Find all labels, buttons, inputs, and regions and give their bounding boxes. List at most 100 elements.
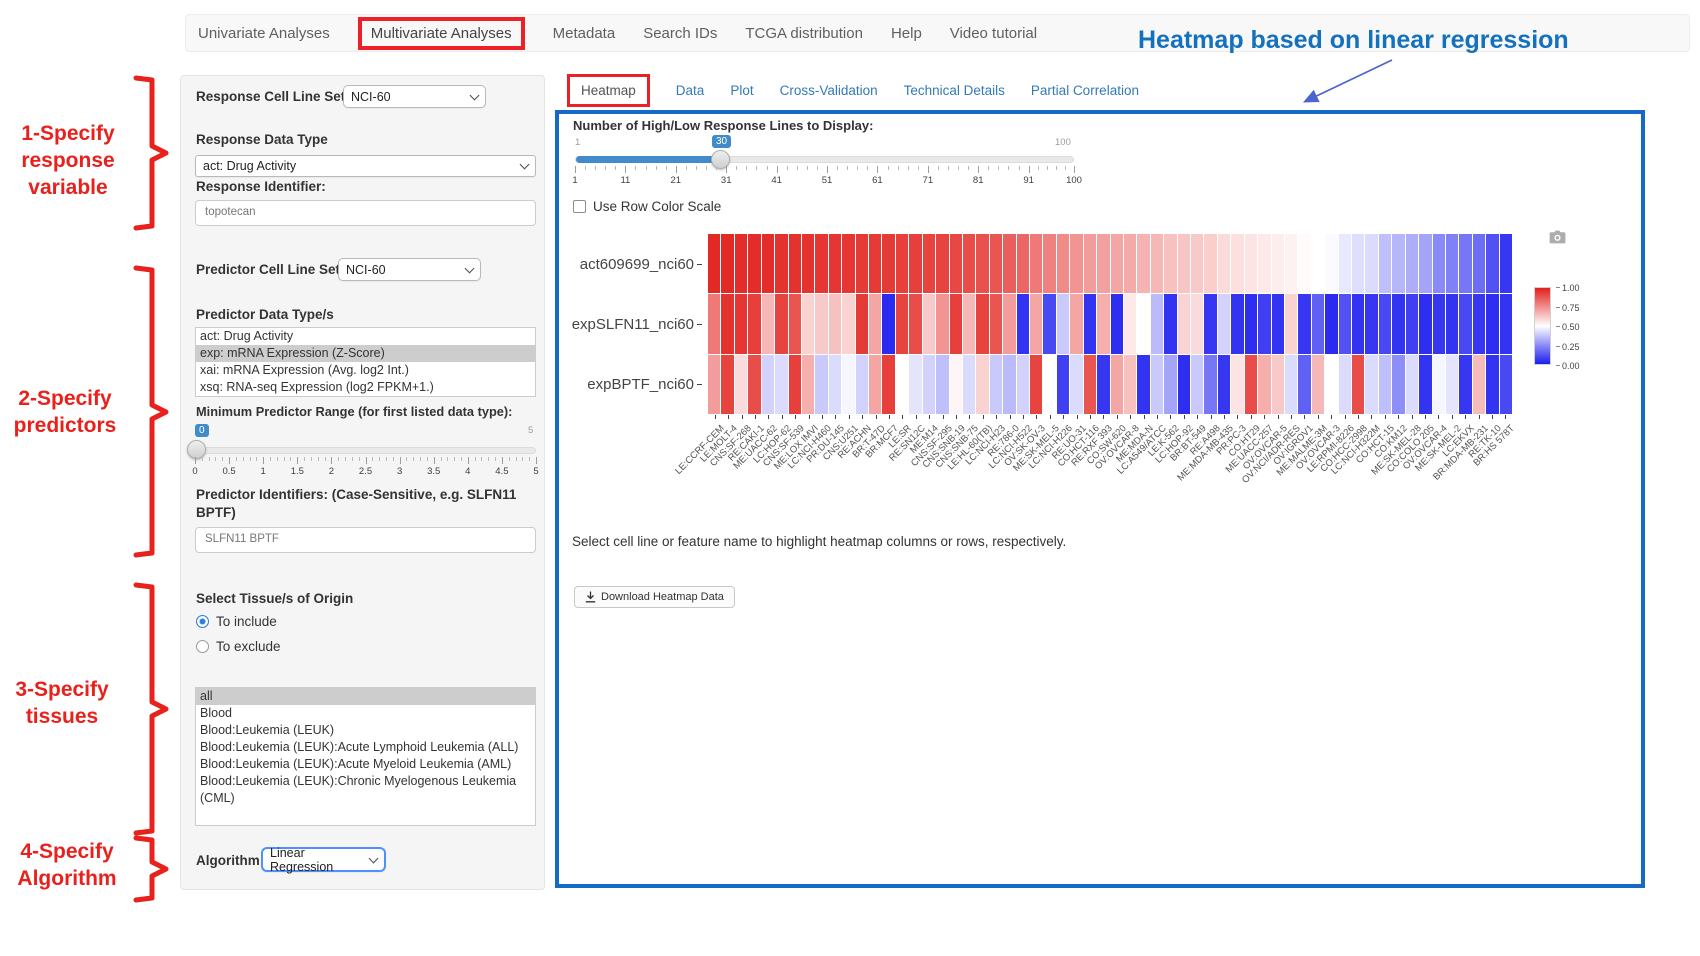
heatmap-cell[interactable]: [1244, 234, 1258, 294]
heatmap-cell[interactable]: [1043, 294, 1056, 354]
nav-item-video-tutorial[interactable]: Video tutorial: [949, 24, 1038, 42]
heatmap-cell[interactable]: [1164, 234, 1177, 294]
heatmap-cell[interactable]: [1486, 354, 1499, 414]
heatmap-cell[interactable]: [828, 354, 842, 414]
heatmap-cell[interactable]: [949, 354, 962, 414]
heatmap-cell[interactable]: [962, 354, 976, 414]
heatmap-cell[interactable]: [1083, 294, 1097, 354]
nav-item-multivariate-analyses[interactable]: Multivariate Analyses: [357, 16, 525, 50]
heatmap-cell[interactable]: [1191, 354, 1204, 414]
heatmap-cell[interactable]: [882, 234, 895, 294]
heatmap-cell[interactable]: [1204, 354, 1217, 414]
heatmap-cell[interactable]: [855, 294, 868, 354]
heatmap-cell[interactable]: [1311, 354, 1325, 414]
heatmap-cell[interactable]: [882, 294, 895, 354]
heatmap-cell[interactable]: [1016, 234, 1029, 294]
heatmap-cell[interactable]: [1311, 294, 1325, 354]
heatmap-cell[interactable]: [801, 294, 815, 354]
heatmap-cell[interactable]: [989, 294, 1003, 354]
heatmap-cell[interactable]: [761, 234, 775, 294]
heatmap-cell[interactable]: [989, 234, 1003, 294]
heatmap-cell[interactable]: [842, 234, 855, 294]
heatmap-cell[interactable]: [1097, 294, 1110, 354]
heatmap-cell[interactable]: [895, 234, 909, 294]
heatmap-cell[interactable]: [1472, 354, 1486, 414]
heatmap-cell[interactable]: [1177, 354, 1190, 414]
heatmap-cell[interactable]: [761, 294, 775, 354]
algorithm-select[interactable]: Linear Regression: [261, 846, 386, 874]
lines-slider-handle[interactable]: [711, 150, 730, 169]
tissue-option[interactable]: all: [196, 688, 535, 705]
heatmap-cell[interactable]: [1419, 294, 1432, 354]
heatmap-cell[interactable]: [1231, 354, 1244, 414]
heatmap-cell[interactable]: [1043, 234, 1056, 294]
heatmap-cell[interactable]: [1150, 294, 1164, 354]
heatmap-cell[interactable]: [1070, 354, 1083, 414]
heatmap-cell[interactable]: [895, 294, 909, 354]
heatmap-cell[interactable]: [1097, 234, 1110, 294]
heatmap-cell[interactable]: [882, 354, 895, 414]
heatmap-cell[interactable]: [1298, 354, 1311, 414]
heatmap-cell[interactable]: [976, 354, 989, 414]
nav-item-search-ids[interactable]: Search IDs: [643, 24, 718, 42]
heatmap-cell[interactable]: [775, 354, 788, 414]
heatmap-cell[interactable]: [734, 234, 748, 294]
heatmap-cell[interactable]: [748, 354, 761, 414]
download-heatmap-data-button[interactable]: Download Heatmap Data: [574, 586, 735, 608]
heatmap-row-label[interactable]: expSLFN11_nci60: [559, 294, 702, 354]
heatmap-cell[interactable]: [1150, 354, 1164, 414]
heatmap-cell[interactable]: [842, 354, 855, 414]
heatmap-cell[interactable]: [1164, 354, 1177, 414]
tissue-exclude-radio[interactable]: To exclude: [196, 639, 281, 654]
heatmap-cell[interactable]: [1432, 354, 1445, 414]
heatmap-cell[interactable]: [1499, 234, 1512, 294]
heatmap-cell[interactable]: [976, 234, 989, 294]
heatmap-cell[interactable]: [1123, 234, 1137, 294]
tab-technical-details[interactable]: Technical Details: [903, 82, 1005, 98]
heatmap-cell[interactable]: [1445, 294, 1459, 354]
tissue-option[interactable]: Blood:Leukemia (LEUK): [200, 723, 335, 737]
heatmap-cell[interactable]: [1325, 294, 1338, 354]
heatmap-cell[interactable]: [708, 354, 721, 414]
heatmap-cell[interactable]: [1392, 234, 1405, 294]
predictor-data-type-option[interactable]: xai: mRNA Expression (Avg. log2 Int.): [200, 363, 409, 377]
heatmap-cell[interactable]: [869, 234, 882, 294]
heatmap-cell[interactable]: [1177, 234, 1190, 294]
heatmap-cell[interactable]: [1231, 294, 1244, 354]
heatmap-cell[interactable]: [869, 354, 882, 414]
heatmap-cell[interactable]: [1137, 294, 1150, 354]
lines-slider[interactable]: [575, 156, 1074, 163]
tab-cross-validation[interactable]: Cross-Validation: [779, 82, 878, 98]
heatmap-cell[interactable]: [1056, 294, 1070, 354]
heatmap-cell[interactable]: [1311, 234, 1325, 294]
predictor-cell-line-set-select[interactable]: NCI-60: [338, 258, 481, 281]
heatmap-cell[interactable]: [1217, 234, 1231, 294]
heatmap-cell[interactable]: [1472, 294, 1486, 354]
heatmap-cell[interactable]: [962, 234, 976, 294]
heatmap-cell[interactable]: [1499, 354, 1512, 414]
heatmap-cell[interactable]: [1003, 234, 1016, 294]
heatmap-cell[interactable]: [1459, 294, 1472, 354]
heatmap-cell[interactable]: [1378, 234, 1392, 294]
heatmap-cell[interactable]: [1486, 294, 1499, 354]
heatmap-cell[interactable]: [801, 354, 815, 414]
heatmap-cell[interactable]: [1352, 294, 1365, 354]
heatmap-cell[interactable]: [1352, 234, 1365, 294]
camera-icon[interactable]: [1549, 230, 1566, 244]
heatmap-cell[interactable]: [721, 354, 734, 414]
heatmap-cell[interactable]: [1392, 354, 1405, 414]
heatmap-cell[interactable]: [1325, 234, 1338, 294]
tissue-option[interactable]: Blood:Leukemia (LEUK):Acute Lymphoid Leu…: [200, 740, 519, 754]
heatmap-cell[interactable]: [1284, 294, 1298, 354]
heatmap-cell[interactable]: [721, 234, 734, 294]
heatmap-cell[interactable]: [1459, 354, 1472, 414]
heatmap-cell[interactable]: [828, 234, 842, 294]
predictor-data-type-option[interactable]: act: Drug Activity: [200, 329, 294, 343]
heatmap-cell[interactable]: [1486, 234, 1499, 294]
heatmap-cell[interactable]: [761, 354, 775, 414]
heatmap-cell[interactable]: [936, 294, 949, 354]
heatmap-cell[interactable]: [1204, 294, 1217, 354]
heatmap-cell[interactable]: [815, 354, 828, 414]
tab-partial-correlation[interactable]: Partial Correlation: [1030, 82, 1139, 98]
heatmap-cell[interactable]: [1231, 234, 1244, 294]
